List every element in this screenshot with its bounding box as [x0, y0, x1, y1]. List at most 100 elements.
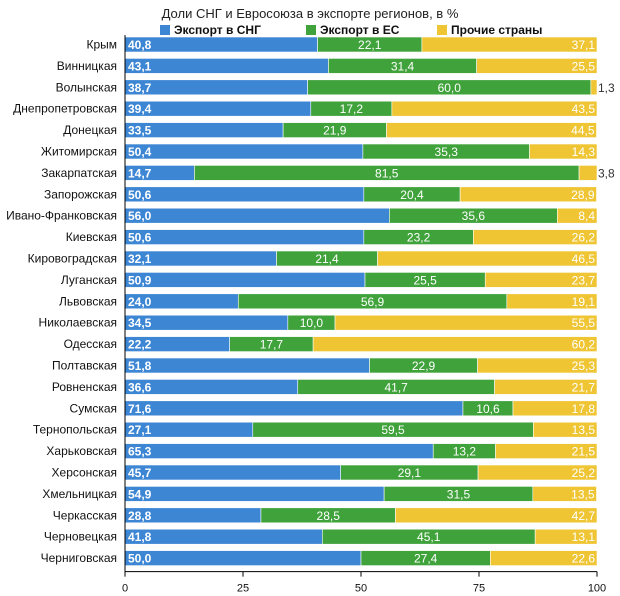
bar-segment-2 [506, 293, 598, 310]
bar-segment-2 [395, 507, 598, 524]
category-label: Полтавская [52, 359, 117, 373]
bar-segment-2 [534, 528, 598, 545]
data-label: 28,8 [128, 509, 152, 523]
data-label: 56,0 [128, 209, 152, 223]
data-label: 29,1 [398, 466, 422, 480]
legend-label-2: Прочие страны [451, 23, 542, 37]
bar-segment-0 [124, 464, 342, 481]
data-label: 21,7 [572, 380, 596, 394]
data-label: 65,3 [128, 445, 152, 459]
data-label: 28,5 [317, 509, 341, 523]
category-label: Ивано-Франковская [6, 209, 117, 223]
category-label: Черниговская [41, 551, 117, 565]
data-label: 13,1 [572, 530, 596, 544]
bar-segment-2 [312, 336, 598, 352]
category-label: Винницкая [57, 59, 117, 73]
bar-segment-2 [473, 229, 598, 245]
data-label: 17,7 [260, 338, 284, 352]
category-label: Одесская [64, 337, 117, 351]
data-label: 50,6 [128, 231, 152, 245]
legend: Экспорт в СНГ Экспорт в ЕС Прочие страны [160, 23, 542, 37]
data-label: 26,2 [572, 231, 596, 245]
category-label: Закарпатская [41, 166, 117, 180]
bar-segment-2 [386, 122, 597, 138]
data-label: 22,6 [572, 552, 596, 566]
category-label: Волынская [56, 80, 117, 94]
data-label: 40,8 [128, 38, 152, 52]
data-label: 44,5 [571, 124, 595, 138]
data-label: 39,4 [128, 102, 152, 116]
data-label: 25,2 [572, 466, 596, 480]
data-label: 43,1 [128, 59, 152, 73]
bar-segment-2 [578, 165, 598, 181]
data-label: 50,4 [128, 145, 152, 159]
bar-segment-2 [533, 421, 598, 438]
x-tick-label: 0 [122, 583, 128, 595]
data-label: 19,1 [572, 295, 596, 309]
data-label: 54,9 [128, 487, 152, 501]
data-label: 37,1 [572, 38, 596, 52]
category-label: Сумская [70, 401, 117, 415]
bar-segment-0 [124, 528, 323, 545]
bar-segment-2 [459, 186, 597, 203]
data-label: 60,0 [438, 81, 462, 95]
category-label: Херсонская [52, 466, 117, 480]
bar-segment-0 [124, 486, 385, 502]
data-label: 51,8 [128, 359, 152, 373]
data-label: 1,3 [598, 81, 615, 95]
category-label: Львовская [59, 294, 117, 308]
data-label: 25,5 [572, 59, 596, 73]
data-label: 34,5 [128, 316, 152, 330]
bar-segment-2 [477, 464, 598, 481]
category-label: Донецкая [63, 123, 117, 137]
data-label: 38,7 [128, 81, 152, 95]
data-label: 35,3 [435, 145, 459, 159]
bar-segment-0 [124, 143, 364, 160]
data-label: 14,7 [128, 166, 152, 180]
data-label: 55,5 [572, 316, 596, 330]
legend-swatch-0 [160, 25, 170, 35]
data-label: 41,8 [128, 530, 152, 544]
category-label: Кировоградская [28, 252, 117, 266]
data-label: 22,1 [358, 38, 382, 52]
legend-label-0: Экспорт в СНГ [174, 23, 261, 37]
bar-segment-0 [124, 186, 365, 203]
bar-segment-2 [477, 357, 598, 374]
bar-segment-0 [124, 272, 366, 288]
data-label: 22,2 [128, 338, 152, 352]
bar-segment-2 [494, 379, 598, 395]
bar-segment-0 [124, 400, 464, 417]
category-label: Запорожская [44, 187, 117, 201]
category-label: Киевская [66, 230, 117, 244]
data-label: 21,4 [315, 252, 339, 266]
bar-segment-2 [590, 79, 598, 96]
bar-segment-2 [377, 250, 598, 267]
data-label: 42,7 [572, 509, 596, 523]
bar-segment-2 [512, 400, 598, 417]
chart-title: Доли СНГ и Евросоюза в экспорте регионов… [162, 6, 459, 21]
data-label: 32,1 [128, 252, 152, 266]
bar-segment-2 [532, 486, 597, 502]
data-label: 10,0 [300, 316, 324, 330]
x-tick-label: 100 [588, 583, 606, 595]
data-label: 60,2 [572, 338, 596, 352]
data-label: 28,9 [571, 188, 595, 202]
legend-swatch-1 [306, 25, 316, 35]
category-label: Николаевская [39, 316, 117, 330]
category-label: Луганская [61, 273, 117, 287]
x-tick-label: 50 [355, 583, 367, 595]
data-label: 13,5 [572, 423, 596, 437]
category-label: Хмельницкая [42, 487, 117, 501]
data-label: 46,5 [572, 252, 596, 266]
category-label: Тернопольская [33, 423, 117, 437]
bars: 40,8 22,1 37,1 43,1 31,4 25,5 38,7 60,0 1,3 39,4 1… [124, 36, 615, 566]
data-label: 23,2 [407, 231, 431, 245]
data-label: 36,6 [128, 380, 152, 394]
category-label: Харьковская [46, 444, 117, 458]
data-label: 22,9 [412, 359, 436, 373]
legend-label-1: Экспорт в ЕС [320, 23, 400, 37]
data-label: 50,0 [128, 552, 152, 566]
data-label: 21,5 [572, 445, 596, 459]
data-label: 81,5 [375, 166, 399, 180]
bar-segment-2 [490, 550, 598, 566]
